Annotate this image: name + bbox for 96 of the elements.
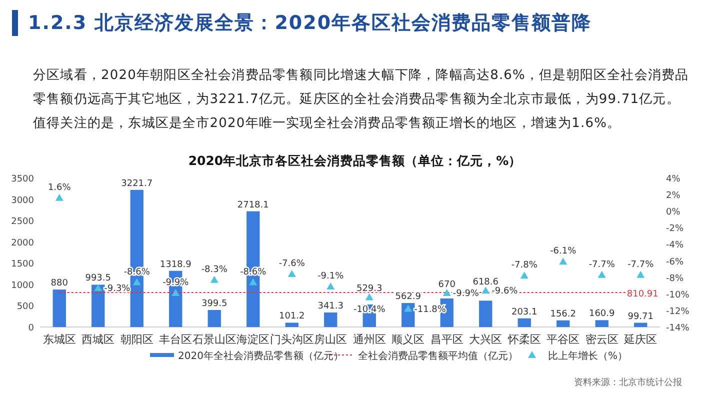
data-label: 3221.7: [121, 178, 153, 189]
bar: [634, 322, 648, 327]
bar: [479, 300, 492, 327]
y2-tick-label: -4%: [666, 240, 684, 251]
data-label: -7.6%: [278, 259, 306, 270]
y-tick-label: 2500: [11, 217, 34, 228]
x-tick-label: 海淀区: [236, 333, 270, 346]
point: [94, 284, 102, 292]
x-tick-label: 丰台区: [159, 333, 192, 346]
point: [636, 270, 645, 278]
y2-tick-label: -10%: [666, 290, 690, 300]
y-tick-label: 1500: [11, 260, 34, 270]
point: [559, 258, 568, 265]
chart-title: 1.2.3 北京经济发展全景：2020年各区社会消费品零售额普降: [12, 10, 592, 36]
point: [482, 286, 490, 294]
x-tick-label: 延庆区: [623, 333, 658, 346]
bar: [324, 312, 338, 327]
data-label: 562.9: [395, 292, 422, 302]
data-label: -7.7%: [588, 260, 616, 270]
x-tick-label: 房山区: [314, 333, 348, 346]
data-label: 810.91: [626, 289, 658, 300]
x-tick-label: 东城区: [42, 333, 76, 346]
x-tick-label: 密云区: [585, 333, 618, 346]
y2-tick-label: -12%: [666, 306, 690, 317]
point: [598, 270, 606, 278]
bar: [52, 290, 66, 327]
data-label: 99.71: [628, 312, 654, 322]
chart-subtitle: 分区域看，2020年朝阳区全社会消费品零售额同比增速大幅下降，降幅高达8.6%，但是朝阳区全社会消费品零售额仍远高于其它地区，为3221.7亿元。延庆区的全社会消费品零售额为全北京市最低，为99.71亿元。值得关注的是，东城区是全市2020年唯一实现全社会消费品零售额正增长的地区，增速为1.6%。: [33, 67, 690, 133]
y-tick-label: 500: [16, 302, 34, 312]
data-label: -9.1%: [318, 271, 344, 282]
data-label: -7.7%: [628, 260, 654, 270]
data-label: -9.3%: [104, 284, 131, 294]
x-tick-label: 大兴区: [469, 333, 502, 346]
point: [404, 304, 412, 312]
data-label: 993.5: [85, 274, 112, 284]
data-label: 341.3: [318, 301, 344, 312]
data-label: 156.2: [550, 309, 576, 320]
x-tick-label: 昌平区: [430, 333, 464, 346]
data-label: 160.9: [588, 309, 616, 320]
x-tick-label: 朝阳区: [120, 333, 154, 346]
y2-tick-label: -2%: [666, 224, 684, 234]
y2-tick-label: 0%: [666, 208, 681, 218]
data-label: 670: [438, 280, 456, 290]
bar: [285, 322, 298, 327]
y-tick-label: 1000: [11, 280, 34, 291]
bar: [518, 318, 531, 327]
legend-label: 2020年全社会消费品零售额（亿元）: [178, 350, 344, 362]
y2-tick-label: 4%: [666, 174, 681, 184]
text: 资料来源：北京市统计公报: [574, 377, 682, 388]
bar: [402, 303, 415, 327]
x-tick-label: 通州区: [352, 333, 386, 346]
point: [249, 278, 258, 286]
data-label: 529.3: [356, 284, 382, 294]
data-label: -9.6%: [492, 286, 518, 297]
y-tick-label: 0: [28, 324, 34, 334]
data-label: -9.9%: [452, 289, 480, 300]
data-label: 2718.1: [237, 200, 269, 210]
text: 2020年北京市各区社会消费品零售额（单位：亿元，%）: [188, 153, 522, 168]
point: [132, 278, 141, 286]
x-tick-label: 顺义区: [392, 333, 425, 346]
data-label: -8.3%: [201, 264, 228, 275]
bar: [92, 284, 105, 327]
legend-label: 全社会消费品零售额平均值（亿元）: [358, 350, 518, 362]
y2-tick-label: -6%: [666, 257, 684, 268]
point: [442, 289, 451, 296]
bar: [556, 320, 570, 327]
y-tick-label: 2000: [11, 238, 34, 248]
legend-label: 比上年增长（%）: [548, 350, 628, 362]
x-tick-label: 平谷区: [546, 333, 580, 346]
x-tick-label: 门头沟区: [270, 333, 314, 346]
data-label: 399.5: [201, 298, 228, 309]
point: [172, 289, 180, 296]
point: [326, 282, 335, 290]
x-tick-label: 石景山区: [192, 333, 236, 346]
point: [288, 270, 296, 278]
data-label: 203.1: [511, 307, 538, 318]
x-tick-label: 怀柔区: [506, 333, 541, 346]
bar: [208, 310, 221, 327]
bar: [595, 320, 608, 327]
data-label: 1.6%: [48, 182, 72, 193]
point: [55, 194, 64, 201]
data-label: 1318.9: [160, 260, 192, 270]
y-tick-label: 3000: [11, 196, 34, 206]
y-tick-label: 3500: [11, 174, 34, 184]
point: [365, 293, 374, 300]
data-label: -6.1%: [550, 246, 577, 257]
y2-tick-label: -14%: [666, 324, 690, 334]
point: [210, 276, 218, 283]
data-label: 880: [50, 278, 68, 289]
y2-tick-label: 2%: [666, 191, 681, 202]
y2-tick-label: -8%: [666, 274, 684, 284]
data-label: 618.6: [472, 278, 499, 288]
x-tick-label: 西城区: [82, 333, 115, 346]
data-label: -7.8%: [511, 260, 538, 271]
data-label: 101.2: [278, 312, 305, 322]
point: [520, 272, 528, 279]
